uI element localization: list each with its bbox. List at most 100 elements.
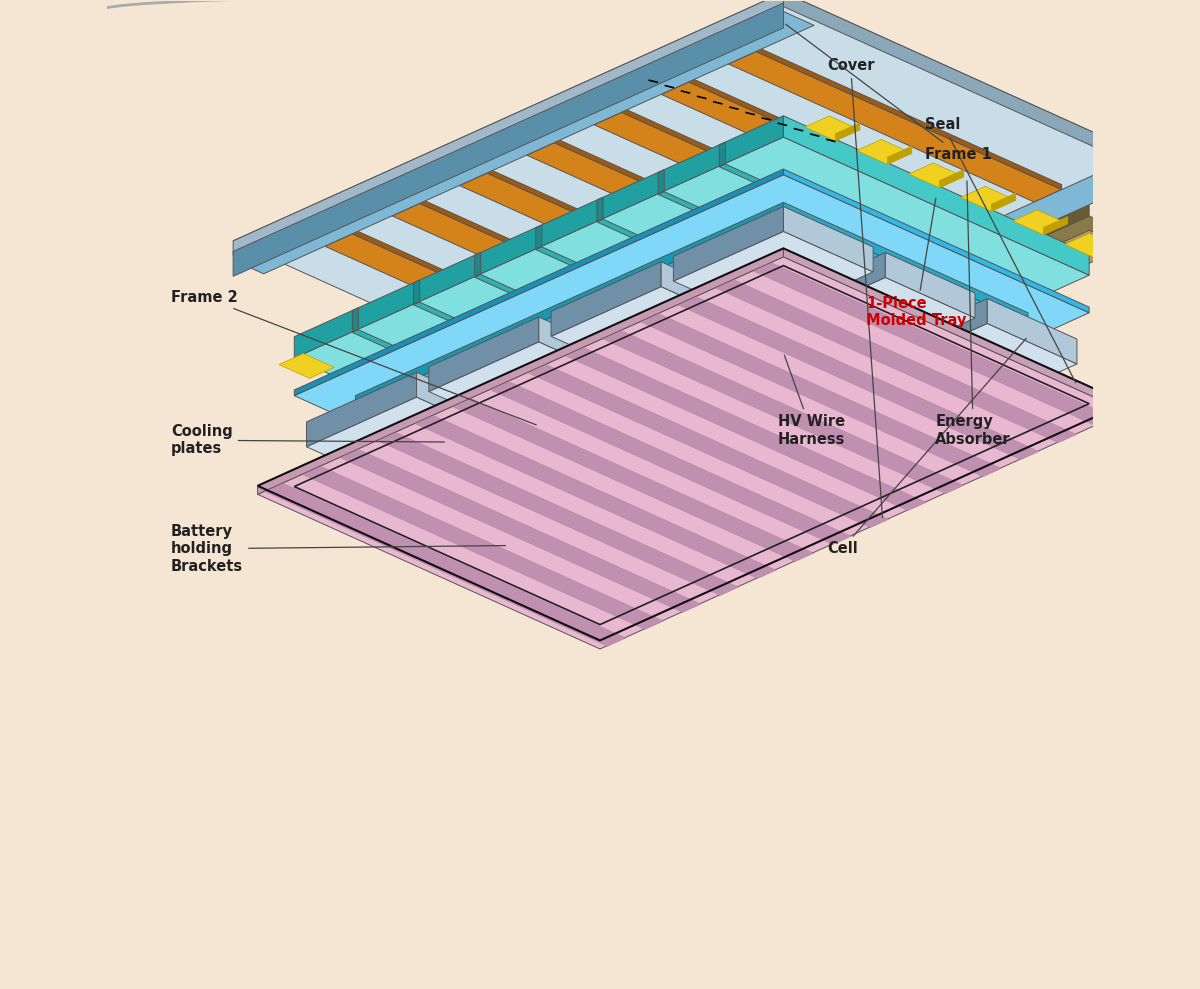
Polygon shape xyxy=(460,168,487,186)
Polygon shape xyxy=(353,329,665,471)
Polygon shape xyxy=(355,203,784,405)
Polygon shape xyxy=(784,0,1151,172)
Polygon shape xyxy=(383,401,438,425)
Polygon shape xyxy=(988,299,1076,364)
Polygon shape xyxy=(630,202,722,243)
Text: Cell: Cell xyxy=(827,338,1026,556)
Polygon shape xyxy=(518,418,608,484)
Polygon shape xyxy=(961,186,1015,212)
Polygon shape xyxy=(661,401,710,435)
Polygon shape xyxy=(622,108,928,250)
Polygon shape xyxy=(658,170,665,194)
Polygon shape xyxy=(392,204,725,354)
Polygon shape xyxy=(414,302,725,443)
Polygon shape xyxy=(720,474,757,493)
Polygon shape xyxy=(842,418,880,437)
Polygon shape xyxy=(908,163,964,188)
Polygon shape xyxy=(749,268,798,290)
Polygon shape xyxy=(265,484,626,646)
Polygon shape xyxy=(661,82,995,232)
Polygon shape xyxy=(302,467,664,629)
Polygon shape xyxy=(394,436,431,455)
Text: Seal: Seal xyxy=(925,117,1075,383)
Polygon shape xyxy=(845,318,894,352)
Polygon shape xyxy=(784,116,1090,275)
Polygon shape xyxy=(716,280,1076,443)
Polygon shape xyxy=(527,137,554,155)
Polygon shape xyxy=(784,203,1028,322)
Polygon shape xyxy=(728,46,756,64)
Polygon shape xyxy=(991,193,1015,212)
Polygon shape xyxy=(353,228,658,372)
Polygon shape xyxy=(325,233,658,385)
Polygon shape xyxy=(653,332,853,423)
Polygon shape xyxy=(1013,210,1068,234)
Polygon shape xyxy=(382,433,431,455)
Polygon shape xyxy=(835,123,860,140)
Polygon shape xyxy=(563,216,1126,470)
Polygon shape xyxy=(530,388,731,478)
Polygon shape xyxy=(743,409,833,475)
Polygon shape xyxy=(641,314,1002,477)
Polygon shape xyxy=(906,291,955,324)
Polygon shape xyxy=(719,142,725,166)
Polygon shape xyxy=(967,263,1015,297)
Polygon shape xyxy=(728,51,1062,202)
Polygon shape xyxy=(596,197,604,222)
Polygon shape xyxy=(740,372,778,391)
Polygon shape xyxy=(594,108,622,125)
Polygon shape xyxy=(775,277,976,368)
Polygon shape xyxy=(877,323,1076,413)
Polygon shape xyxy=(233,3,784,276)
Polygon shape xyxy=(460,173,793,323)
Polygon shape xyxy=(325,228,353,246)
Polygon shape xyxy=(563,230,1126,485)
Polygon shape xyxy=(528,365,889,527)
Polygon shape xyxy=(554,137,860,281)
Polygon shape xyxy=(857,139,912,164)
Polygon shape xyxy=(475,252,481,277)
Polygon shape xyxy=(658,192,970,332)
Polygon shape xyxy=(551,262,661,336)
Polygon shape xyxy=(452,399,814,562)
Polygon shape xyxy=(233,12,814,274)
Polygon shape xyxy=(886,252,976,317)
Polygon shape xyxy=(626,322,676,345)
Text: Cooling
plates: Cooling plates xyxy=(170,424,444,457)
Polygon shape xyxy=(865,354,955,419)
Polygon shape xyxy=(598,529,635,547)
Polygon shape xyxy=(415,415,776,579)
Polygon shape xyxy=(618,333,827,427)
Polygon shape xyxy=(539,317,629,383)
Text: HV Wire
Harness: HV Wire Harness xyxy=(778,355,845,447)
Polygon shape xyxy=(689,77,995,220)
Polygon shape xyxy=(940,170,964,188)
Polygon shape xyxy=(594,113,928,263)
Polygon shape xyxy=(527,142,860,293)
Polygon shape xyxy=(535,225,542,249)
Polygon shape xyxy=(378,432,738,595)
Polygon shape xyxy=(604,330,964,494)
Polygon shape xyxy=(530,363,641,437)
Polygon shape xyxy=(953,360,1002,382)
Polygon shape xyxy=(294,169,784,396)
Polygon shape xyxy=(761,271,798,290)
Polygon shape xyxy=(428,317,539,392)
Polygon shape xyxy=(728,369,778,391)
Polygon shape xyxy=(661,77,689,94)
Polygon shape xyxy=(784,207,874,272)
Polygon shape xyxy=(1064,233,1120,258)
Polygon shape xyxy=(408,418,518,493)
Polygon shape xyxy=(278,353,334,379)
Polygon shape xyxy=(784,169,1090,313)
Polygon shape xyxy=(667,353,716,375)
Polygon shape xyxy=(491,382,851,545)
Polygon shape xyxy=(600,428,649,463)
Polygon shape xyxy=(414,280,420,305)
Polygon shape xyxy=(596,220,908,360)
Polygon shape xyxy=(1096,240,1120,258)
Polygon shape xyxy=(504,378,553,401)
Polygon shape xyxy=(851,314,900,335)
Polygon shape xyxy=(353,308,359,331)
Polygon shape xyxy=(722,374,772,407)
